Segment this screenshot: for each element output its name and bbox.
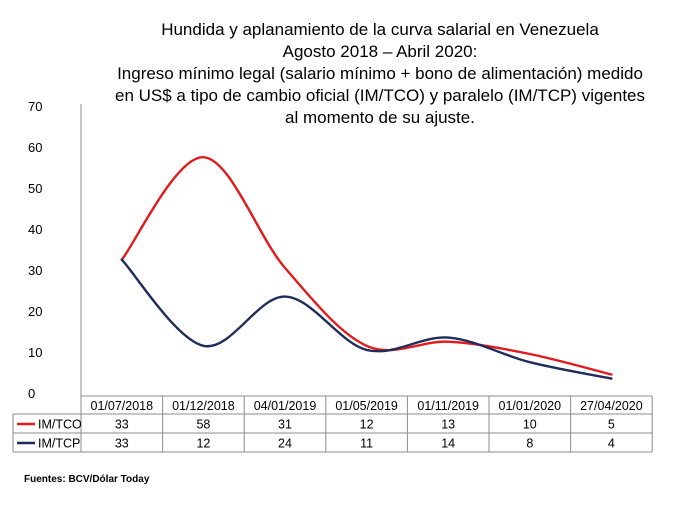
y-tick-label: 60 <box>28 140 43 155</box>
x-tick-label: 01/05/2019 <box>335 399 398 413</box>
x-tick-label: 04/01/2019 <box>254 399 317 413</box>
legend-label: IM/TCO <box>38 418 82 432</box>
table-value: 5 <box>608 418 615 432</box>
source-note: Fuentes: BCV/Dólar Today <box>24 474 150 485</box>
table-value: 24 <box>278 437 292 451</box>
chart-title-line-3: Ingreso mínimo legal (salario mínimo + b… <box>117 64 643 83</box>
table-value: 33 <box>115 418 129 432</box>
legend-label: IM/TCP <box>38 437 80 451</box>
chart-title-line-4: en US$ a tipo de cambio oficial (IM/TCO)… <box>114 86 646 105</box>
y-tick-label: 40 <box>28 222 43 237</box>
table-value: 13 <box>441 418 455 432</box>
table-value: 11 <box>360 437 373 451</box>
table-value: 8 <box>526 437 533 451</box>
table-value: 33 <box>115 437 129 451</box>
y-tick-label: 20 <box>28 304 43 319</box>
table-value: 10 <box>523 418 537 432</box>
y-tick-label: 0 <box>28 386 36 401</box>
x-tick-label: 01/07/2018 <box>91 399 154 413</box>
table-value: 31 <box>278 418 292 432</box>
y-tick-label: 30 <box>28 263 43 278</box>
x-tick-label: 01/11/2019 <box>417 399 479 413</box>
y-tick-label: 10 <box>28 345 43 360</box>
x-tick-label: 01/01/2020 <box>499 399 562 413</box>
chart-title-line-5: al momento de su ajuste. <box>285 108 475 127</box>
table-value: 12 <box>360 418 374 432</box>
table-value: 14 <box>441 437 455 451</box>
y-tick-label: 70 <box>28 99 43 114</box>
y-tick-label: 50 <box>28 181 43 196</box>
x-tick-label: 01/12/2018 <box>172 399 235 413</box>
series-line-im-tcp <box>120 258 613 380</box>
table-value: 12 <box>196 437 210 451</box>
series-line-im-tco <box>120 155 613 376</box>
chart-title-line-1: Hundida y aplanamiento de la curva salar… <box>161 20 599 39</box>
table-value: 58 <box>196 418 210 432</box>
chart-title-line-2: Agosto 2018 – Abril 2020: <box>282 42 478 61</box>
data-table: 01/07/2018 01/12/2018 04/01/2019 01/05/2019… <box>12 395 653 453</box>
x-tick-label: 27/04/2020 <box>580 399 643 413</box>
table-value: 4 <box>608 437 615 451</box>
series-lines <box>120 155 613 380</box>
